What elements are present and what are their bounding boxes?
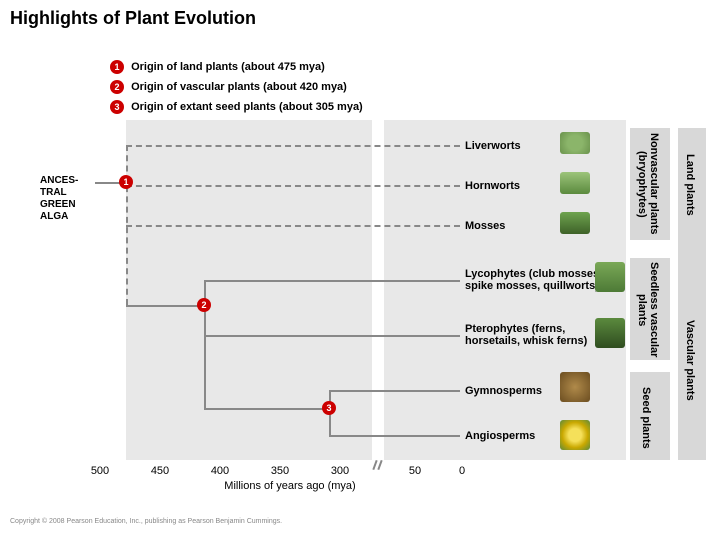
taxon-hornworts: Hornworts bbox=[465, 180, 520, 192]
tree-mosses bbox=[126, 225, 460, 227]
tree-liverworts bbox=[126, 145, 460, 147]
illus-pterophytes bbox=[595, 318, 625, 348]
legend-1: 1 Origin of land plants (about 475 mya) bbox=[110, 60, 325, 74]
group-label-seed: Seed plants bbox=[640, 378, 652, 458]
copyright-text: Copyright © 2008 Pearson Education, Inc.… bbox=[10, 518, 282, 525]
axis-tick-350: 350 bbox=[265, 465, 295, 477]
legend-2: 2 Origin of vascular plants (about 420 m… bbox=[110, 80, 347, 94]
taxon-liverworts: Liverworts bbox=[465, 140, 521, 152]
illus-lycophytes bbox=[595, 262, 625, 292]
tree-hornworts bbox=[126, 185, 460, 187]
axis-tick-450: 450 bbox=[145, 465, 175, 477]
group-label-svp: Seedless vascular plants bbox=[636, 262, 660, 358]
node-marker-1: 1 bbox=[119, 175, 133, 189]
axis-tick-300: 300 bbox=[325, 465, 355, 477]
legend-marker-1: 1 bbox=[110, 60, 124, 74]
axis-tick-50: 50 bbox=[400, 465, 430, 477]
illus-gymnosperms bbox=[560, 372, 590, 402]
tree-lycophytes bbox=[204, 280, 460, 282]
legend-text-1: Origin of land plants (about 475 mya) bbox=[131, 61, 325, 73]
taxon-mosses: Mosses bbox=[465, 220, 505, 232]
bg-break bbox=[372, 120, 384, 460]
legend-3: 3 Origin of extant seed plants (about 30… bbox=[110, 100, 363, 114]
tree-n2-n3-h bbox=[204, 408, 329, 410]
taxon-gymnosperms: Gymnosperms bbox=[465, 385, 542, 397]
axis-tick-400: 400 bbox=[205, 465, 235, 477]
illus-liverworts bbox=[560, 132, 590, 154]
taxon-angiosperms: Angiosperms bbox=[465, 430, 535, 442]
ancestral-label: ANCES- TRAL GREEN ALGA bbox=[40, 175, 78, 223]
tree-angio bbox=[329, 435, 460, 437]
axis-tick-500: 500 bbox=[85, 465, 115, 477]
illus-angiosperms bbox=[560, 420, 590, 450]
group-label-bryo: Nonvascular plants (bryophytes) bbox=[636, 130, 660, 238]
legend-marker-2: 2 bbox=[110, 80, 124, 94]
axis-label: Millions of years ago (mya) bbox=[180, 480, 400, 492]
group-label-vasc: Vascular plants bbox=[684, 260, 696, 460]
axis-tick-0: 0 bbox=[452, 465, 472, 477]
illus-mosses bbox=[560, 212, 590, 234]
node-marker-2: 2 bbox=[197, 298, 211, 312]
legend-text-3: Origin of extant seed plants (about 305 … bbox=[131, 101, 363, 113]
legend-text-2: Origin of vascular plants (about 420 mya… bbox=[131, 81, 347, 93]
node-marker-3: 3 bbox=[322, 401, 336, 415]
tree-n1-n2-h bbox=[126, 305, 204, 307]
legend-marker-3: 3 bbox=[110, 100, 124, 114]
axis-break-icon bbox=[372, 460, 384, 470]
group-label-land: Land plants bbox=[684, 130, 696, 240]
page-title: Highlights of Plant Evolution bbox=[10, 8, 256, 29]
tree-gymno bbox=[329, 390, 460, 392]
tree-pterophytes bbox=[204, 335, 460, 337]
illus-hornworts bbox=[560, 172, 590, 194]
